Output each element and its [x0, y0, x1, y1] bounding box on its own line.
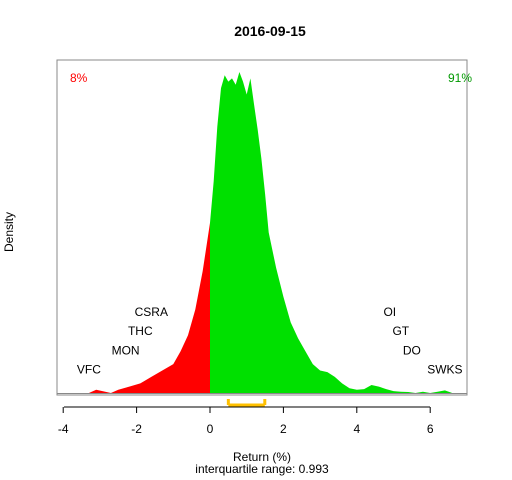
x-tick-label: -2 — [131, 422, 142, 436]
negative-percent: 8% — [70, 71, 88, 85]
x-tick-label: -4 — [58, 422, 69, 436]
plot-box — [56, 59, 468, 396]
ticker-label: DO — [403, 344, 421, 358]
ticker-label: OI — [383, 305, 396, 319]
chart-title: 2016-09-15 — [234, 23, 306, 39]
x-axis-label: Return (%) — [233, 450, 291, 464]
x-tick-label: 0 — [207, 422, 214, 436]
ticker-label: VFC — [77, 363, 101, 377]
ticker-label: MON — [112, 344, 140, 358]
x-axis-ticks: -4 -2 0 2 4 6 — [58, 407, 434, 436]
x-tick-label: 2 — [280, 422, 287, 436]
x-tick-label: 6 — [427, 422, 434, 436]
iqr-subtitle: interquartile range: 0.993 — [195, 462, 329, 476]
y-axis-label: Density — [2, 212, 16, 252]
ticker-labels: CSRA THC MON VFC OI GT DO SWKS — [77, 305, 463, 377]
ticker-label: CSRA — [135, 305, 168, 319]
ticker-label: SWKS — [427, 363, 462, 377]
negative-density-area — [88, 222, 210, 393]
positive-density-area — [210, 72, 453, 393]
baseline — [57, 393, 467, 394]
iqr-marker — [226, 399, 267, 407]
density-areas — [88, 72, 453, 393]
ticker-label: THC — [128, 324, 153, 338]
ticker-label: GT — [392, 324, 409, 338]
x-tick-label: 4 — [353, 422, 360, 436]
positive-percent: 91% — [448, 71, 472, 85]
